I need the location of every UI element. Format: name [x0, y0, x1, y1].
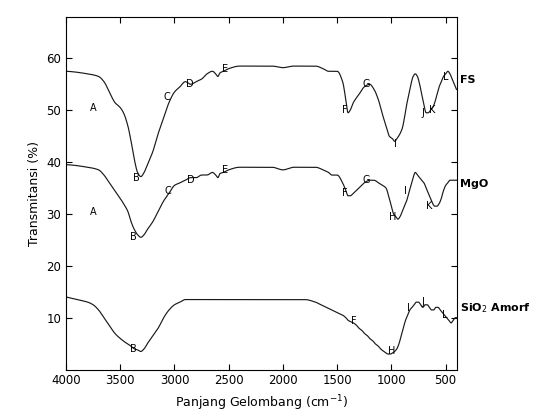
- Text: MgO: MgO: [460, 179, 488, 189]
- Text: A: A: [90, 207, 96, 217]
- Text: B: B: [133, 173, 140, 183]
- X-axis label: Panjang Gelombang (cm$^{-1}$): Panjang Gelombang (cm$^{-1}$): [174, 393, 348, 412]
- Text: I: I: [394, 139, 397, 149]
- Text: A: A: [90, 103, 96, 113]
- Text: C: C: [164, 186, 171, 196]
- Text: K: K: [430, 105, 436, 116]
- Text: G: G: [362, 79, 370, 89]
- Text: B: B: [130, 344, 136, 354]
- Text: F: F: [351, 315, 356, 326]
- Text: J: J: [421, 108, 424, 118]
- Text: I: I: [408, 302, 410, 312]
- Text: L: L: [443, 72, 448, 81]
- Text: F: F: [342, 189, 348, 198]
- Text: I: I: [404, 186, 407, 196]
- Text: F: F: [342, 105, 348, 116]
- Text: B: B: [130, 233, 136, 242]
- Text: E: E: [222, 165, 228, 175]
- Text: E: E: [222, 64, 228, 74]
- Text: L: L: [442, 310, 447, 320]
- Text: D: D: [187, 176, 195, 185]
- Text: J: J: [421, 297, 424, 307]
- Text: H: H: [389, 212, 396, 222]
- Text: FS: FS: [460, 75, 476, 85]
- Text: G: G: [362, 176, 370, 185]
- Text: SiO$_2$ Amorf: SiO$_2$ Amorf: [460, 301, 531, 315]
- Text: K: K: [426, 201, 432, 211]
- Text: D: D: [186, 79, 194, 89]
- Y-axis label: Transmitansi (%): Transmitansi (%): [28, 141, 41, 246]
- Text: H: H: [388, 346, 395, 356]
- Text: C: C: [163, 92, 170, 102]
